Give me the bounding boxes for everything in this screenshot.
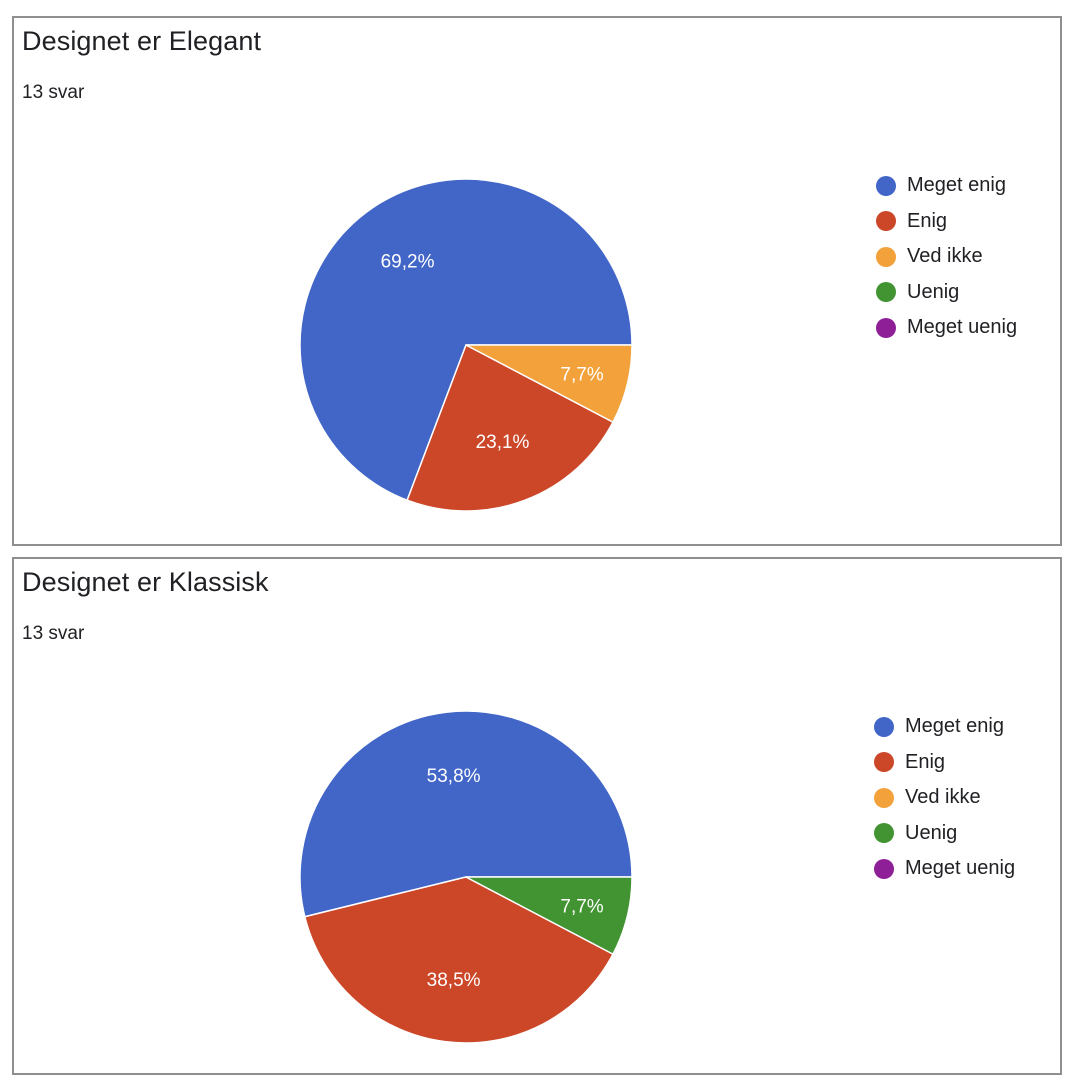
pie-slice-enig <box>303 876 615 1044</box>
slice-label-enig: 38,5% <box>427 970 481 991</box>
pie-chart: 69,2% 23,1% 7,7% <box>299 178 633 512</box>
legend-swatch <box>876 317 896 338</box>
legend-item-ved-ikke: Ved ikke <box>876 239 1017 275</box>
chart-title: Designet er Klassisk <box>22 567 269 597</box>
chart-card-elegant: Designet er Elegant 13 svar 69,2% 23,1% 7,… <box>12 16 1062 546</box>
legend-label: Uenig <box>905 821 958 844</box>
response-count: 13 svar <box>22 82 85 103</box>
pie-slice-meget-enig <box>299 178 633 502</box>
legend-label: Enig <box>905 750 946 773</box>
legend-item-uenig: Uenig <box>874 816 1015 852</box>
response-count: 13 svar <box>22 623 85 644</box>
legend-swatch <box>874 752 894 773</box>
legend: Meget enig Enig Ved ikke Uenig Meget uenig <box>874 709 1015 887</box>
legend-swatch <box>874 787 894 808</box>
chart-title: Designet er Elegant <box>22 26 262 56</box>
slice-label-enig: 23,1% <box>476 432 530 453</box>
slice-label-ved-ikke: 7,7% <box>560 365 603 386</box>
legend-item-enig: Enig <box>876 204 1017 240</box>
legend-swatch <box>876 246 896 267</box>
legend-swatch <box>874 716 894 737</box>
legend-item-enig: Enig <box>874 745 1015 781</box>
pie-slice-meget-enig <box>299 710 633 918</box>
pie-slice-ved-ikke <box>465 344 633 424</box>
legend-item-meget-enig: Meget enig <box>876 168 1017 204</box>
slice-label-meget-enig: 69,2% <box>381 251 435 272</box>
slice-label-uenig: 7,7% <box>560 897 603 918</box>
legend-label: Ved ikke <box>907 245 983 268</box>
legend-item-meget-enig: Meget enig <box>874 709 1015 745</box>
legend-swatch <box>876 282 896 303</box>
chart-card-klassisk: Designet er Klassisk 13 svar 53,8% 38,5% 7… <box>12 557 1062 1075</box>
legend-item-meget-uenig: Meget uenig <box>874 851 1015 887</box>
legend-item-uenig: Uenig <box>876 275 1017 311</box>
pie-chart: 53,8% 38,5% 7,7% <box>299 710 633 1044</box>
legend-label: Enig <box>907 209 948 232</box>
slice-label-meget-enig: 53,8% <box>427 766 481 787</box>
legend-item-ved-ikke: Ved ikke <box>874 780 1015 816</box>
legend-swatch <box>874 823 894 844</box>
legend-label: Meget uenig <box>907 316 1018 339</box>
pie-slice-enig <box>406 343 615 512</box>
legend: Meget enig Enig Ved ikke Uenig Meget uenig <box>876 168 1017 346</box>
legend-swatch <box>876 175 896 196</box>
pie-slice-uenig <box>465 876 633 956</box>
legend-swatch <box>874 858 894 879</box>
legend-label: Meget enig <box>905 715 1004 738</box>
legend-label: Ved ikke <box>905 786 981 809</box>
legend-swatch <box>876 211 896 232</box>
legend-label: Meget enig <box>907 174 1006 197</box>
legend-label: Meget uenig <box>905 857 1016 880</box>
legend-item-meget-uenig: Meget uenig <box>876 310 1017 346</box>
legend-label: Uenig <box>907 280 960 303</box>
